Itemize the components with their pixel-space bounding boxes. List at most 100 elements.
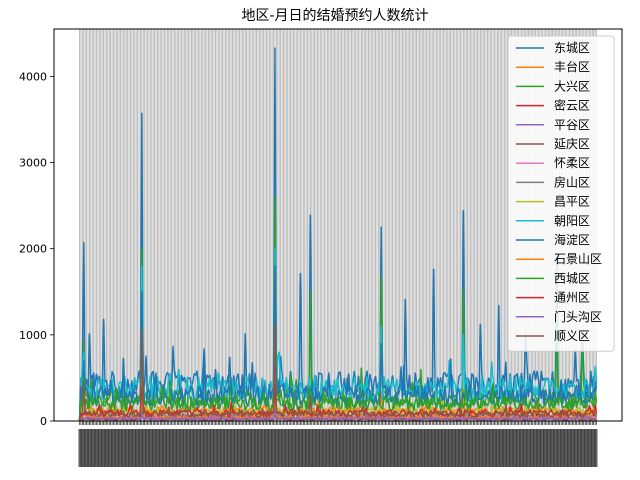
- x-tick-label: [357, 429, 360, 467]
- x-tick-label: [193, 429, 196, 467]
- x-tick-label: [290, 429, 294, 467]
- x-tick-label: [378, 429, 381, 467]
- x-tick-label: [262, 429, 265, 467]
- x-tick-label: [436, 429, 439, 467]
- x-tick-label: [245, 429, 248, 467]
- x-tick-label: [232, 429, 235, 467]
- x-tick-label: [426, 429, 430, 467]
- x-tick-label: [336, 429, 339, 467]
- x-tick-label: [568, 429, 571, 467]
- y-tick-label: 1000: [19, 329, 47, 342]
- x-tick-label: [588, 429, 591, 467]
- x-tick-label: [456, 429, 459, 467]
- series-line: [78, 322, 597, 422]
- x-tick-label: [279, 429, 282, 467]
- y-tick-label: 2000: [19, 243, 47, 256]
- x-tick-label: [323, 429, 326, 467]
- x-tick-label: [246, 429, 250, 467]
- x-tick-label: [241, 429, 244, 467]
- x-tick-label: [306, 429, 309, 467]
- x-tick-label: [106, 429, 109, 467]
- x-tick-label: [337, 429, 340, 467]
- x-tick-label: [388, 429, 391, 467]
- x-tick-label: [201, 429, 204, 467]
- series-line: [78, 247, 598, 422]
- x-tick-label: [429, 429, 432, 467]
- x-tick-label: [150, 429, 153, 467]
- x-tick-label: [166, 429, 169, 467]
- x-tick-label: [477, 429, 481, 467]
- plot-frame: [53, 28, 623, 422]
- series-line: [78, 409, 597, 422]
- x-tick-label: [374, 429, 377, 467]
- x-tick-label: [248, 429, 251, 467]
- x-tick-label: [109, 429, 112, 467]
- x-tick-label: [497, 429, 500, 467]
- x-tick-label: [327, 429, 330, 467]
- x-tick-label: [159, 429, 162, 467]
- x-tick-label: [157, 429, 160, 467]
- x-tick-label: [513, 429, 516, 467]
- x-tick-label: [339, 429, 342, 467]
- x-tick-label: [169, 429, 172, 467]
- x-tick-label: [266, 429, 269, 467]
- x-tick-label: [170, 429, 173, 467]
- x-tick-label: [377, 429, 380, 467]
- x-tick-label: [299, 429, 302, 467]
- x-tick-label: [275, 429, 278, 467]
- x-tick-label: [559, 429, 563, 467]
- x-tick-label: [295, 429, 298, 467]
- x-tick-label: [153, 429, 156, 467]
- legend-label: 通州区: [554, 291, 590, 305]
- x-tick-label: [591, 429, 594, 467]
- x-tick-label: [103, 429, 107, 467]
- x-tick-label: [506, 429, 509, 467]
- x-tick-label: [575, 429, 578, 467]
- x-tick-label: [572, 429, 575, 467]
- x-tick-label: [419, 429, 422, 467]
- x-tick-label: [313, 429, 316, 467]
- x-tick-label: [463, 429, 466, 467]
- x-tick-label: [136, 429, 139, 467]
- x-tick-label: [595, 429, 598, 467]
- x-tick-label: [557, 429, 560, 467]
- x-tick-label: [164, 429, 168, 467]
- legend-label: 延庆区: [554, 137, 590, 151]
- x-tick-label: [126, 429, 129, 467]
- x-tick-label: [534, 429, 537, 467]
- x-tick-label: [156, 429, 159, 467]
- x-tick-label: [195, 429, 199, 467]
- x-tick-label: [574, 429, 577, 467]
- x-tick-label: [394, 429, 397, 467]
- x-tick-label: [445, 429, 448, 467]
- x-tick-label: [273, 429, 277, 467]
- x-tick-label: [459, 429, 462, 467]
- x-tick-label: [330, 429, 333, 467]
- x-tick-label: [535, 429, 539, 467]
- x-tick-label: [188, 429, 192, 467]
- x-tick-label: [348, 429, 352, 467]
- x-tick-label: [259, 429, 262, 467]
- x-tick-label: [350, 429, 353, 467]
- x-tick-label: [510, 429, 513, 467]
- x-tick-label: [443, 429, 447, 467]
- x-tick-label: [197, 429, 200, 467]
- x-tick-label: [231, 429, 234, 467]
- x-tick-label: [310, 429, 313, 467]
- x-tick-label: [173, 429, 176, 467]
- x-tick-label: [409, 429, 413, 467]
- x-tick-label: [154, 429, 158, 467]
- x-tick-label: [405, 429, 408, 467]
- legend-label: 密云区: [554, 98, 590, 113]
- x-tick-label: [483, 429, 486, 467]
- x-tick-label: [365, 429, 369, 467]
- x-tick-label: [176, 429, 179, 467]
- x-tick-label: [329, 429, 332, 467]
- x-tick-label: [191, 429, 194, 467]
- x-tick-label: [225, 429, 228, 467]
- x-tick-label: [326, 429, 329, 467]
- x-tick-label: [292, 429, 295, 467]
- x-tick-label: [397, 429, 400, 467]
- x-tick-label: [127, 429, 131, 467]
- x-tick-label: [115, 429, 118, 467]
